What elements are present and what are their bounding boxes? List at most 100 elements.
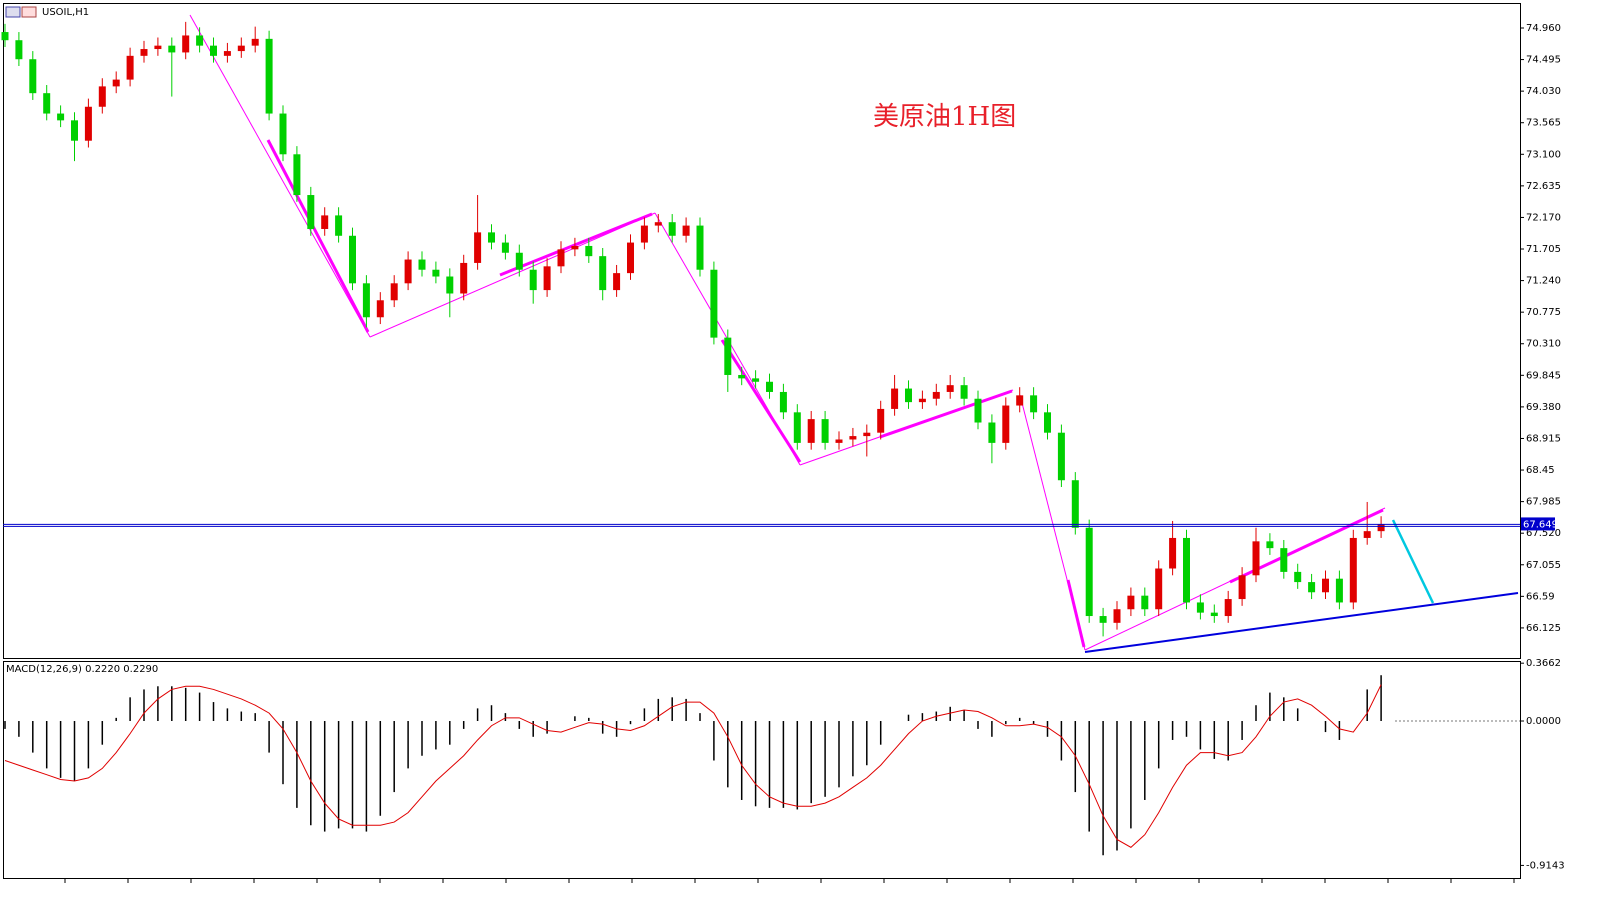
candle-body [168,45,176,53]
candle-body [863,432,871,437]
candle-body [362,283,370,318]
candle-body [1308,582,1316,593]
candle-body [446,276,454,294]
candle-body [1252,541,1260,576]
candle-body [585,245,593,257]
candle-body [474,232,482,263]
candle-body [404,259,412,284]
candle-body [1030,395,1038,413]
y-tick-label: 72.170 [1526,212,1561,223]
candle-body [1057,432,1065,481]
annotation: 美原油1H图 [873,102,1016,132]
candle-body [349,235,356,284]
y-tick-label: 69.845 [1526,370,1561,381]
candle-body [154,45,162,50]
macd-panel-frame [3,661,1521,879]
y-tick-label: 71.240 [1526,276,1561,287]
candle-body [279,113,287,155]
candle-body [891,388,899,409]
candle-body [710,269,718,338]
support-line [1084,592,1519,653]
candle-body [237,45,245,52]
candle-body [418,259,426,270]
last-price-box [1521,517,1555,531]
candle-body [1155,568,1163,610]
candle-body [196,35,204,46]
candle-body [1377,524,1385,532]
candle-body [307,195,315,229]
main-panel-frame [3,3,1521,659]
y-tick-label: 67.985 [1526,497,1561,508]
candle-body [849,436,857,440]
candle-body [57,113,65,121]
candle-body [335,215,343,236]
candle-body [1280,548,1288,572]
candle-body [821,419,829,443]
candle-body [1224,599,1232,617]
candle-body [696,225,704,270]
candle-body [1016,395,1024,406]
candle-body [223,51,231,56]
candle-body [112,79,120,87]
candle-body [807,419,815,443]
y-tick-label: 69.380 [1526,402,1561,413]
symbol-icon [21,6,37,18]
candle-body [571,245,579,250]
candle-body [766,381,773,392]
macd-label: MACD(12,26,9) 0.2220 0.2290 [6,664,158,675]
candle-body [1322,578,1329,593]
candle-body [1294,571,1302,583]
candle-body [501,242,509,253]
y-tick-label: 67.520 [1526,528,1561,539]
candle-body [1238,575,1246,600]
candle-body [988,422,996,443]
y-tick-label: 74.960 [1526,23,1561,34]
candle-body [1196,602,1204,613]
candle-body [627,242,634,274]
candle-body [543,266,551,291]
trendline [369,212,656,338]
candle-body [126,55,134,80]
candle-body [182,35,190,53]
candle-body [1099,616,1107,623]
candle-body [946,385,954,392]
macd-signal-line [4,684,1382,848]
candle-body [793,412,801,443]
candle-body [488,232,495,243]
candle-body [1141,595,1149,610]
candle-body [974,398,982,423]
candle-body [724,337,732,375]
candle-body [682,225,690,236]
y-tick-label: 66.59 [1526,591,1555,602]
macd-y-tick-label: -0.9143 [1526,860,1565,871]
candle-body [1044,412,1051,433]
candle-body [752,378,760,382]
y-tick-label: 70.310 [1526,339,1561,350]
candle-body [640,225,648,243]
symbol-icon [5,6,21,18]
candle-body [1002,405,1010,443]
candle-body [84,106,92,141]
candle-body [1335,578,1343,603]
candle-body [877,408,885,433]
candle-body [1127,595,1135,610]
y-tick-label: 74.495 [1526,55,1561,66]
chart-title: USOIL,H1 [42,7,89,18]
candle-body [43,93,51,114]
candle-body [210,45,217,56]
drawn-trendlines [189,14,1519,653]
candle-body [905,388,912,403]
candle-body [432,269,440,277]
trend-arrow [1066,579,1086,648]
y-tick-label: 71.705 [1526,244,1561,255]
candle-body [1169,537,1177,569]
candle-body [529,269,537,291]
candle-body [779,391,787,413]
y-tick-label: 68.915 [1526,433,1561,444]
trend-arrow [266,139,370,333]
candle-body [1210,612,1218,617]
trend-arrow [720,339,802,463]
candle-body [1266,541,1274,549]
